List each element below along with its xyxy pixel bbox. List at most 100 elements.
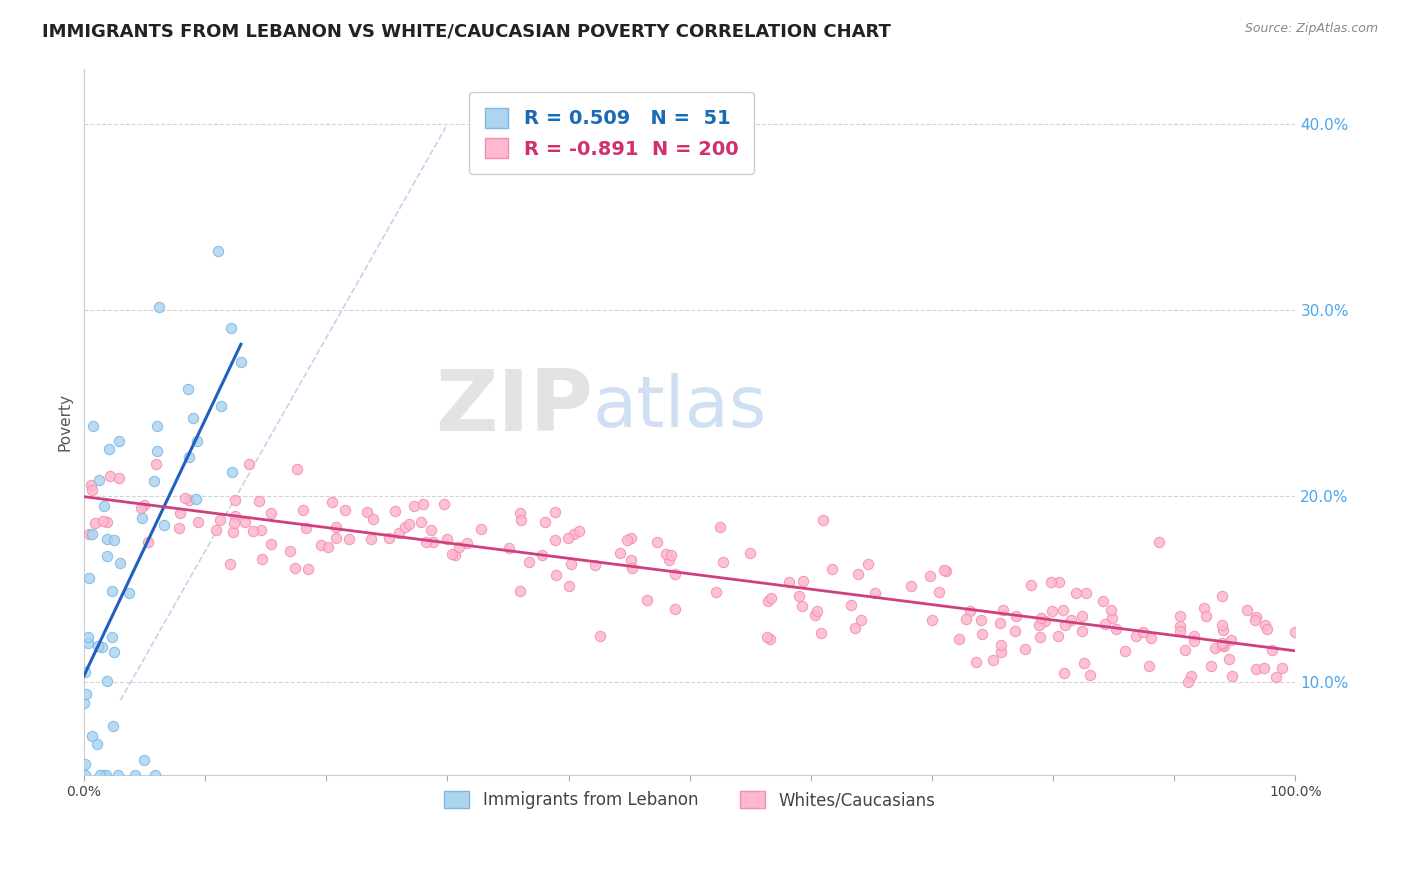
Point: [80, 477, 103, 491]
Point: [456, 536, 478, 550]
Point: [918, 569, 941, 583]
Point: [993, 603, 1015, 617]
Point: [658, 553, 681, 567]
Point: [146, 419, 169, 434]
Point: [970, 627, 993, 641]
Point: [131, 511, 153, 525]
Point: [759, 591, 782, 606]
Point: [221, 465, 243, 479]
Point: [711, 555, 734, 569]
Point: [1211, 589, 1233, 603]
Point: [398, 516, 420, 531]
Point: [97, 442, 120, 456]
Point: [564, 526, 586, 541]
Point: [179, 450, 201, 464]
Text: atlas: atlas: [593, 373, 768, 442]
Point: [1092, 594, 1115, 608]
Point: [1211, 638, 1233, 652]
Point: [620, 532, 643, 546]
Point: [616, 533, 638, 548]
Point: [959, 604, 981, 618]
Point: [846, 566, 869, 581]
Point: [620, 553, 643, 567]
Point: [337, 532, 360, 546]
Point: [436, 532, 458, 546]
Point: [250, 552, 273, 566]
Point: [983, 653, 1005, 667]
Point: [259, 506, 281, 520]
Point: [517, 555, 540, 569]
Point: [73, 768, 96, 782]
Point: [856, 557, 879, 571]
Point: [83, 516, 105, 530]
Point: [1204, 640, 1226, 655]
Point: [325, 531, 347, 545]
Point: [787, 590, 810, 604]
Point: [621, 561, 644, 575]
Point: [557, 579, 579, 593]
Point: [821, 562, 844, 576]
Point: [77, 636, 100, 650]
Point: [790, 599, 813, 613]
Point: [218, 557, 240, 571]
Point: [1147, 535, 1170, 549]
Point: [900, 579, 922, 593]
Point: [1195, 609, 1218, 624]
Point: [249, 523, 271, 537]
Point: [80, 527, 103, 541]
Point: [934, 562, 956, 576]
Point: [388, 525, 411, 540]
Point: [186, 434, 208, 449]
Point: [990, 645, 1012, 659]
Point: [325, 520, 347, 534]
Point: [811, 513, 834, 527]
Point: [1199, 659, 1222, 673]
Point: [1019, 578, 1042, 592]
Point: [1070, 609, 1092, 624]
Point: [409, 515, 432, 529]
Point: [988, 615, 1011, 630]
Point: [80, 483, 103, 498]
Point: [174, 491, 197, 505]
Point: [415, 534, 437, 549]
Point: [990, 639, 1012, 653]
Point: [129, 500, 152, 515]
Point: [704, 585, 727, 599]
Point: [233, 515, 256, 529]
Point: [1218, 652, 1240, 666]
Point: [1078, 668, 1101, 682]
Point: [664, 602, 686, 616]
Point: [152, 518, 174, 533]
Point: [108, 434, 131, 448]
Point: [207, 244, 229, 258]
Point: [224, 516, 246, 531]
Point: [103, 533, 125, 547]
Point: [1271, 661, 1294, 675]
Point: [637, 593, 659, 607]
Point: [209, 399, 232, 413]
Point: [1101, 610, 1123, 624]
Point: [1064, 586, 1087, 600]
Point: [412, 497, 434, 511]
Point: [792, 574, 814, 588]
Point: [205, 523, 228, 537]
Point: [238, 458, 260, 472]
Point: [86, 737, 108, 751]
Point: [93, 499, 115, 513]
Point: [333, 503, 356, 517]
Point: [1114, 644, 1136, 658]
Point: [75, 687, 97, 701]
Point: [169, 521, 191, 535]
Point: [107, 768, 129, 782]
Point: [420, 523, 443, 537]
Point: [1028, 617, 1050, 632]
Point: [1004, 624, 1026, 639]
Point: [839, 599, 862, 613]
Point: [1174, 643, 1197, 657]
Point: [297, 561, 319, 575]
Point: [1192, 601, 1215, 615]
Point: [965, 655, 987, 669]
Point: [441, 547, 464, 561]
Point: [1180, 669, 1202, 683]
Point: [557, 531, 579, 545]
